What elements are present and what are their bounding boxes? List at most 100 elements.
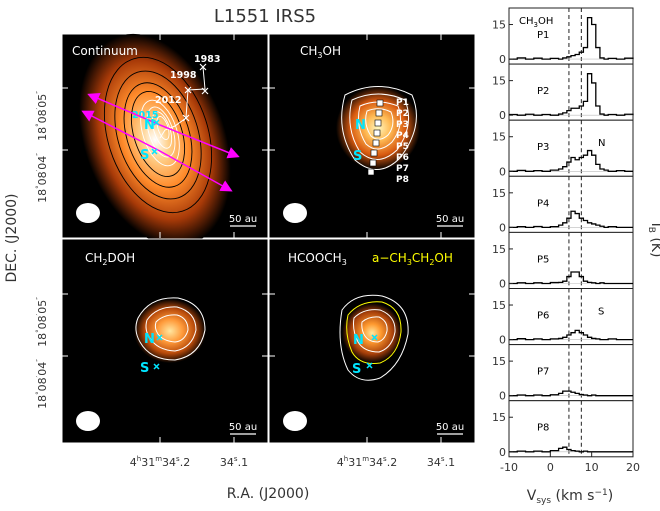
- spectrum-line-p2: [509, 73, 634, 116]
- spectrum-label-p1: P1: [537, 30, 549, 41]
- position-label-p3: P3: [396, 120, 409, 130]
- beam-hcooch3: [283, 411, 307, 431]
- spectrum-panel-p3: 0 15 P3 N: [492, 119, 634, 178]
- panel-title-ethanol: a−CH3CH2OH: [372, 251, 453, 267]
- source-south-marker: [153, 363, 160, 370]
- ch3oh-contours: [341, 86, 417, 170]
- source-south-marker: [151, 148, 158, 155]
- spectrum-frame: [508, 119, 634, 177]
- panel-ch3oh: P1 P2 P3 P4 P5 P6 P7 P8 N S 50 au CH3OH: [268, 33, 476, 239]
- y-tick-label: 15: [492, 355, 506, 368]
- source-north-marker: [371, 334, 378, 341]
- spectrum-panel-p6: 0 15 P6 S: [492, 288, 634, 347]
- x-tick-label: -10: [500, 461, 518, 474]
- spectrum-panel-p4: 0 15 P4: [492, 175, 634, 234]
- spectrum-frame: [508, 288, 634, 346]
- spectrum-panel-p5: 0 15 P5: [492, 231, 634, 291]
- y-tick-label: 0: [499, 278, 506, 291]
- outflow-arrow-se: [159, 124, 240, 159]
- source-north-label: N: [144, 118, 155, 133]
- x-tick-label: 0: [547, 461, 554, 474]
- position-label-p1: P1: [396, 98, 409, 108]
- dec-tick-upper-2: 18°08′04″: [35, 153, 49, 203]
- spectrum-line-p5: [509, 271, 633, 285]
- spectrum-tag-p6: S: [598, 307, 604, 318]
- panel-hcooch3: N S 50 au HCOOCH3 a−CH3CH2OH: [268, 238, 476, 444]
- spectrum-line-p8: [509, 446, 633, 453]
- epoch-labels: 1983 1998 2012 2015: [132, 54, 220, 121]
- panel-title-hcooch3: HCOOCH3: [288, 251, 347, 267]
- epoch-2015: 2015: [132, 110, 158, 121]
- panel-title-ch2doh: CH2DOH: [85, 251, 135, 267]
- source-south-marker: [366, 362, 373, 369]
- beam-ch3oh: [283, 203, 307, 223]
- x-tick-label: 20: [626, 461, 640, 474]
- spectrum-line-p1: [509, 16, 634, 60]
- y-tick-label: 0: [499, 334, 506, 347]
- spectrum-line-p4: [509, 210, 633, 229]
- spectrum-tag-p3: N: [598, 138, 605, 149]
- scale-bar-continuum: 50 au: [229, 214, 257, 225]
- panel-title-continuum: Continuum: [72, 44, 138, 58]
- position-label-p4: P4: [396, 131, 409, 141]
- spectrum-frame: [508, 63, 634, 121]
- continuum-contours: [103, 56, 213, 214]
- ethanol-contours: [346, 301, 402, 364]
- position-markers: [367, 99, 384, 176]
- panel-continuum: 1983 1998 2012 2015 N S 50 au Continuum: [61, 33, 269, 247]
- source-north-label: N: [353, 333, 364, 348]
- scale-bar-ch2doh: 50 au: [229, 422, 257, 433]
- spectrum-panel-p8: 0 15 P8: [492, 400, 634, 459]
- spectrum-line-p3: [509, 149, 633, 172]
- dec-axis-label: DEC. (J2000): [4, 194, 20, 283]
- outflow-arrow-e: [157, 149, 233, 192]
- position-label-p2: P2: [396, 109, 409, 119]
- spectra-column: 0 15 P1 0 15 P2 0 15 P3 N 0 15 P4 0 15 P5 0 15 P6 S 0 15 P7 0 15…: [492, 7, 640, 474]
- vsys-axis-label: Vsys (km s−1): [527, 488, 613, 506]
- ra-axis-label: R.A. (J2000): [227, 486, 310, 502]
- outflow-arrow-w: [81, 110, 159, 151]
- position-label-p8: P8: [396, 175, 409, 185]
- position-label-p5: P5: [396, 142, 409, 152]
- y-tick-label: 15: [492, 299, 506, 312]
- map-tick-marks: [62, 34, 475, 443]
- position-labels: P1 P2 P3 P4 P5 P6 P7 P8: [396, 98, 409, 185]
- spectrum-line-p7: [509, 390, 633, 397]
- ra-tick-right-1: 34s.1: [220, 455, 248, 469]
- hcooch3-contours: [339, 294, 409, 381]
- y-tick-label: 15: [492, 187, 506, 200]
- spectrum-label-p2: P2: [537, 86, 549, 97]
- dec-tick-upper-1: 18°08′05″: [35, 91, 49, 141]
- source-south-label: S: [140, 361, 149, 376]
- epoch-2012: 2012: [155, 95, 181, 106]
- spectrum-panel-p7: 0 15 P7: [492, 344, 634, 403]
- y-tick-label: 15: [492, 243, 506, 256]
- epoch-markers: [182, 63, 209, 122]
- source-north-label: N: [144, 332, 155, 347]
- spectrum-label-p3: P3: [537, 142, 549, 153]
- spectrum-panel-p2: 0 15 P2: [492, 63, 634, 122]
- position-label-p6: P6: [396, 153, 409, 163]
- x-tick-label: 10: [585, 461, 599, 474]
- y-tick-label: 0: [499, 390, 506, 403]
- y-tick-label: 0: [499, 221, 506, 234]
- position-label-p7: P7: [396, 164, 409, 174]
- tb-axis-label: IB (K): [646, 223, 660, 258]
- dec-tick-lower-2: 18°08′04″: [35, 359, 49, 409]
- spectrum-label-p6: P6: [537, 311, 549, 322]
- source-north-label: N: [355, 118, 366, 133]
- spectrum-frame: [508, 400, 634, 458]
- spectrum-label-p8: P8: [537, 423, 549, 434]
- y-tick-label: 0: [499, 446, 506, 459]
- panel-title-ch3oh: CH3OH: [300, 44, 341, 60]
- spectra-molecule-title: CH3OH: [519, 16, 553, 29]
- outflow-arrow-nw: [87, 93, 161, 126]
- beam-continuum: [76, 203, 100, 223]
- source-south-label: S: [140, 148, 149, 163]
- y-tick-label: 15: [492, 131, 506, 144]
- epoch-1983: 1983: [194, 54, 220, 65]
- y-tick-label: 15: [492, 411, 506, 424]
- y-tick-label: 15: [492, 19, 506, 32]
- ra-tick-left-1: 4h31m34s.2: [130, 455, 190, 469]
- dec-tick-labels: 18°08′05″ 18°08′04″ 18°08′05″ 18°08′04″: [35, 91, 49, 409]
